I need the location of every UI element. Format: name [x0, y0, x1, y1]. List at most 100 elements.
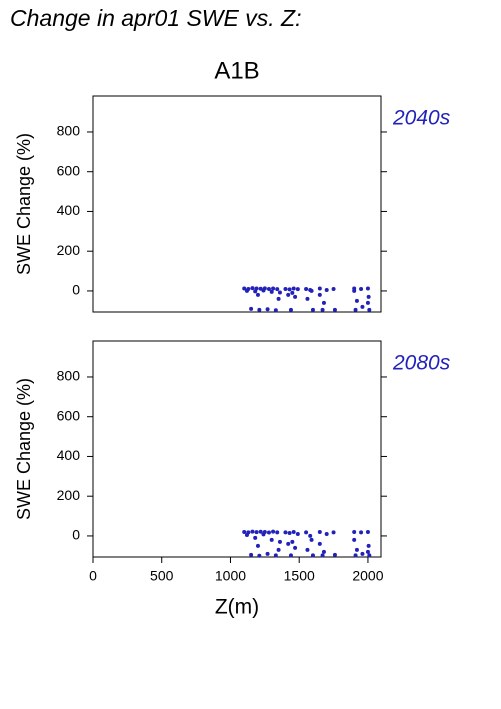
point: [293, 294, 298, 299]
y-tick-label: 800: [57, 123, 81, 139]
point: [283, 286, 288, 291]
point: [320, 307, 325, 312]
point: [273, 308, 278, 313]
plot-frame: [92, 95, 382, 313]
point: [324, 287, 329, 292]
x-tick-label: 500: [150, 568, 174, 584]
point: [276, 296, 281, 301]
point: [244, 532, 249, 537]
page-title: Change in apr01 SWE vs. Z:: [10, 5, 301, 31]
point: [277, 539, 282, 544]
point: [244, 288, 249, 293]
y-tick-label: 0: [72, 527, 80, 543]
point: [250, 286, 255, 291]
point: [321, 549, 326, 554]
x-axis-label: Z(m): [215, 596, 259, 619]
y-axis-label: SWE Change (%): [14, 133, 34, 275]
point: [310, 553, 315, 558]
point: [354, 298, 359, 303]
point: [309, 537, 314, 542]
point: [242, 286, 247, 291]
x-tick-label: 1000: [215, 568, 246, 584]
point: [331, 286, 336, 291]
point: [320, 553, 325, 558]
point: [295, 531, 300, 536]
point: [295, 287, 300, 292]
point: [253, 535, 258, 540]
point: [265, 551, 270, 556]
x-tick-label: 2000: [352, 568, 383, 584]
point: [261, 288, 266, 293]
chart-subtitle: A1B: [214, 57, 259, 84]
y-tick-label: 0: [72, 282, 80, 298]
point: [255, 543, 260, 548]
x-tick-label: 0: [89, 568, 97, 584]
y-tick-label: 200: [57, 487, 81, 503]
point: [286, 292, 291, 297]
point: [273, 553, 278, 558]
point: [365, 529, 370, 534]
point: [332, 552, 337, 557]
point: [317, 292, 322, 297]
point: [291, 529, 296, 534]
point: [366, 543, 371, 548]
point: [360, 551, 365, 556]
point: [304, 286, 309, 291]
point: [266, 530, 271, 535]
point: [317, 529, 322, 534]
point: [288, 553, 293, 558]
point: [324, 531, 329, 536]
point: [317, 286, 322, 291]
point: [265, 307, 270, 312]
point: [269, 289, 274, 294]
y-tick-label: 800: [57, 368, 81, 384]
point: [261, 532, 266, 537]
point: [321, 300, 326, 305]
point: [255, 292, 260, 297]
point: [269, 537, 274, 542]
point: [305, 547, 310, 552]
point: [310, 307, 315, 312]
y-tick-label: 600: [57, 162, 81, 178]
point: [354, 547, 359, 552]
x-tick-label: 1500: [284, 568, 315, 584]
point: [275, 287, 280, 292]
point: [331, 530, 336, 535]
point: [305, 296, 310, 301]
point: [359, 530, 364, 535]
point: [287, 287, 292, 292]
point: [293, 545, 298, 550]
point: [353, 307, 358, 312]
point: [276, 547, 281, 552]
point: [286, 541, 291, 546]
point: [367, 553, 372, 558]
point: [271, 286, 276, 291]
y-tick-label: 200: [57, 242, 81, 258]
plot-frame: [92, 340, 382, 558]
point: [353, 553, 358, 558]
y-tick-label: 400: [57, 447, 81, 463]
point: [258, 529, 263, 534]
point: [257, 307, 262, 312]
point: [365, 549, 370, 554]
point: [254, 530, 259, 535]
point: [271, 529, 276, 534]
point: [266, 286, 271, 291]
point: [249, 552, 254, 557]
point: [291, 286, 296, 291]
point: [352, 537, 357, 542]
point: [332, 307, 337, 312]
point: [365, 286, 370, 291]
point: [290, 290, 295, 295]
period-annotation: 2080s: [392, 352, 451, 375]
point: [287, 530, 292, 535]
point: [359, 286, 364, 291]
y-tick-label: 600: [57, 407, 81, 423]
point: [283, 530, 288, 535]
point: [250, 529, 255, 534]
point: [366, 294, 371, 299]
point: [257, 553, 262, 558]
point: [275, 530, 280, 535]
y-axis-label: SWE Change (%): [14, 378, 34, 520]
